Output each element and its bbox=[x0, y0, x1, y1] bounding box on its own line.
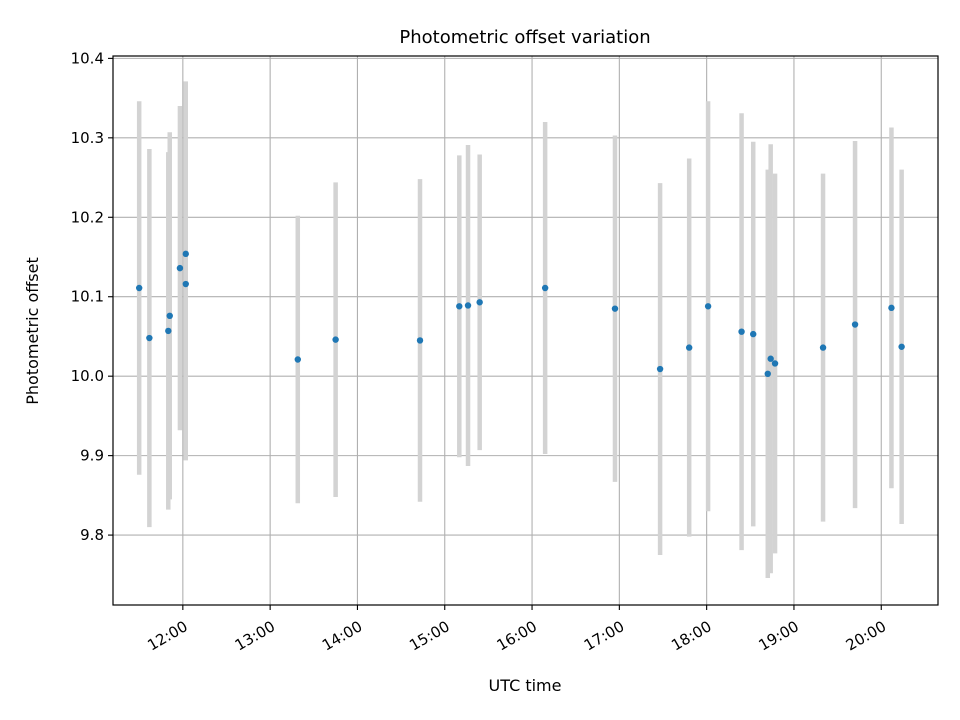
y-axis: 9.8 9.9 10.0 10.1 10.2 10.3 10.4 bbox=[71, 49, 113, 544]
data-point bbox=[685, 344, 693, 351]
y-tick-label: 9.8 bbox=[80, 526, 104, 544]
data-point bbox=[294, 356, 301, 363]
data-point bbox=[416, 337, 424, 344]
y-tick-label: 10.3 bbox=[71, 129, 104, 147]
data-point bbox=[771, 360, 779, 367]
data-point bbox=[166, 312, 173, 320]
data-point bbox=[464, 302, 472, 309]
data-point bbox=[898, 343, 905, 350]
data-point bbox=[611, 305, 619, 312]
y-tick-label: 10.1 bbox=[71, 288, 104, 306]
data-point bbox=[456, 303, 463, 310]
data-point bbox=[750, 330, 757, 338]
data-point bbox=[819, 344, 827, 351]
data-point bbox=[704, 303, 712, 310]
y-tick-label: 10.2 bbox=[71, 208, 104, 226]
y-axis-title: Photometric offset bbox=[23, 257, 42, 405]
data-point bbox=[182, 280, 189, 288]
plot-frame bbox=[112, 55, 939, 606]
y-tick-label: 9.9 bbox=[80, 447, 104, 465]
data-point bbox=[332, 336, 339, 343]
data-point bbox=[767, 355, 774, 362]
x-axis-title: UTC time bbox=[489, 676, 562, 695]
plot-area bbox=[113, 56, 938, 605]
data-point bbox=[541, 284, 549, 292]
data-point bbox=[656, 365, 664, 373]
data-point bbox=[182, 250, 189, 258]
data-point bbox=[165, 327, 172, 335]
data-point bbox=[176, 264, 184, 272]
y-tick-label: 10.4 bbox=[71, 49, 104, 67]
data-point bbox=[888, 304, 895, 312]
data-point bbox=[135, 284, 143, 292]
data-point bbox=[851, 321, 859, 328]
data-point bbox=[476, 299, 483, 306]
y-tick-label: 10.0 bbox=[71, 367, 104, 385]
data-point bbox=[764, 370, 771, 378]
data-point bbox=[146, 334, 153, 342]
chart-title: Photometric offset variation bbox=[399, 27, 650, 48]
data-point bbox=[738, 328, 745, 335]
data-points bbox=[135, 250, 905, 378]
